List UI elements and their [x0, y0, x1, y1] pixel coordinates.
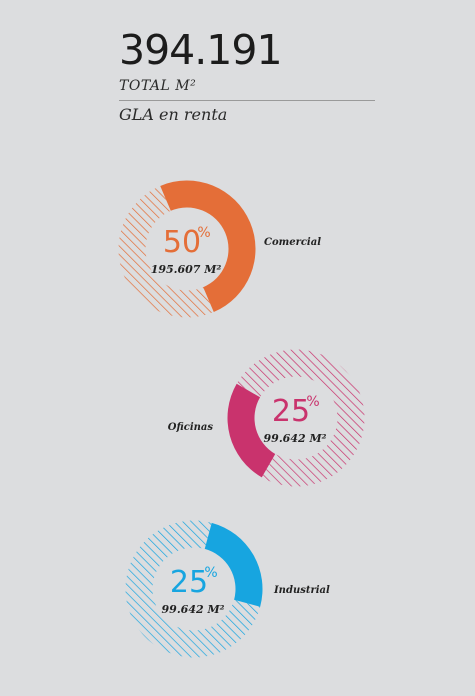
- area-value: 99.642 M²: [264, 432, 327, 445]
- gla-subtitle: GLA en renta: [119, 105, 228, 124]
- donut-slice-comercial: [160, 180, 256, 313]
- category-label: Comercial: [264, 237, 321, 248]
- total-gla-value: 394.191: [119, 26, 283, 74]
- header-divider: [119, 100, 375, 101]
- donut-comercial: 50% 195.607 M² Comercial: [118, 180, 321, 318]
- category-label: Oficinas: [168, 422, 214, 433]
- area-value: 99.642 M²: [162, 603, 225, 616]
- header: 394.191 TOTAL M² GLA en renta: [119, 26, 375, 124]
- percent-symbol: %: [197, 225, 210, 241]
- donut-slice-industrial: [204, 522, 263, 607]
- category-label: Industrial: [273, 585, 330, 596]
- percent-symbol: %: [306, 394, 319, 410]
- area-value: 195.607 M²: [151, 263, 222, 276]
- donut-industrial: 25% 99.642 M² Industrial: [125, 520, 330, 658]
- donut-remainder-industrial: [125, 520, 261, 658]
- percent-symbol: %: [204, 565, 217, 581]
- percent-value: 25: [272, 394, 310, 429]
- percent-value: 25: [170, 565, 208, 600]
- donut-remainder-oficinas: [236, 349, 365, 487]
- percent-value: 50: [163, 225, 201, 260]
- donut-slice-oficinas: [227, 383, 276, 478]
- donut-remainder-comercial: [118, 185, 214, 318]
- donut-oficinas: 25% 99.642 M² Oficinas: [168, 349, 365, 487]
- total-gla-label: TOTAL M²: [119, 78, 197, 94]
